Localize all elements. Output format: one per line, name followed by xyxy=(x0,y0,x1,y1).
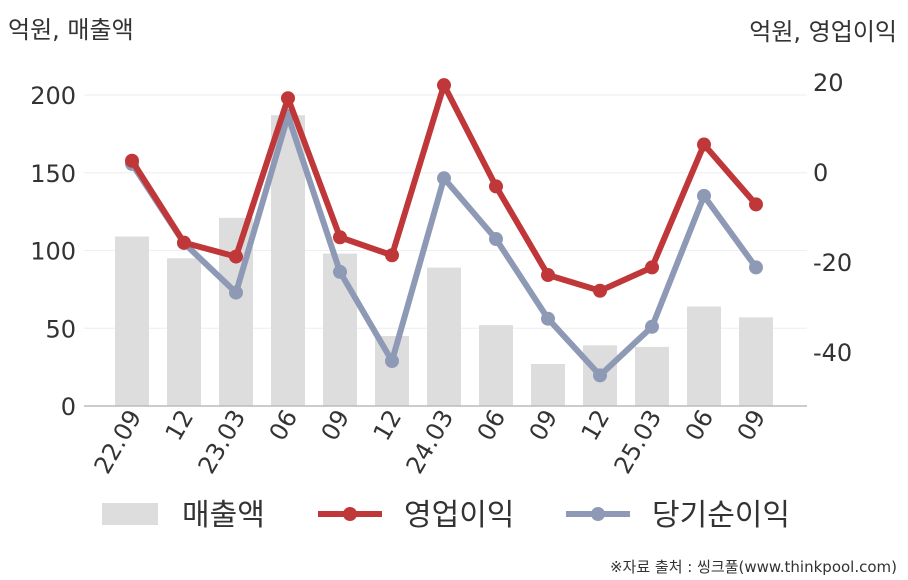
legend-marker xyxy=(343,507,357,521)
x-tick-label: 23.03 xyxy=(193,405,252,479)
x-tick-label: 06 xyxy=(472,405,512,445)
data-point xyxy=(437,171,451,186)
data-point xyxy=(697,137,711,152)
data-point xyxy=(385,248,399,263)
bar xyxy=(635,346,669,406)
left-tick-label: 50 xyxy=(45,315,76,343)
data-point xyxy=(177,235,191,250)
legend-swatch xyxy=(102,503,158,525)
bar xyxy=(115,236,149,406)
data-point xyxy=(749,197,763,212)
data-point xyxy=(593,283,607,298)
x-tick-label: 12 xyxy=(368,405,408,445)
right-tick-label: 0 xyxy=(813,159,828,187)
data-point xyxy=(125,153,139,168)
source-note: ※자료 출처 : 씽크풀(www.thinkpool.com) xyxy=(610,558,897,576)
data-point xyxy=(437,78,451,93)
x-tick-label: 25.03 xyxy=(609,405,668,479)
data-point xyxy=(541,268,555,283)
left-tick-label: 150 xyxy=(30,160,76,188)
data-point xyxy=(489,232,503,247)
bar xyxy=(375,336,409,406)
data-point xyxy=(229,285,243,300)
data-point xyxy=(385,354,399,368)
bar xyxy=(687,306,721,406)
legend: 매출액 영업이익 당기순이익 xyxy=(102,498,790,533)
x-tick-label: 12 xyxy=(160,405,200,445)
data-point xyxy=(333,230,347,245)
data-point xyxy=(593,368,607,383)
x-tick-label: 24.03 xyxy=(401,405,460,479)
x-tick-label: 12 xyxy=(576,405,616,445)
data-point xyxy=(697,188,711,203)
x-tick-label: 09 xyxy=(732,405,772,445)
left-tick-label: 100 xyxy=(30,238,76,266)
legend-label: 당기순이익 xyxy=(652,498,790,533)
right-tick-label: -20 xyxy=(813,249,852,277)
right-tick-label: -40 xyxy=(813,339,852,367)
x-tick-label: 06 xyxy=(680,405,720,445)
legend-label: 매출액 xyxy=(182,498,265,533)
legend-label: 영업이익 xyxy=(404,498,514,533)
x-tick-label: 09 xyxy=(316,405,356,445)
left-axis-ticks: 0 50 100 150 200 xyxy=(30,82,76,421)
left-tick-label: 0 xyxy=(61,393,76,421)
x-tick-label: 09 xyxy=(524,405,564,445)
data-point xyxy=(229,249,243,264)
data-point xyxy=(645,260,659,275)
bar xyxy=(531,364,565,406)
right-axis-unit: 억원, 영업이익 xyxy=(749,18,897,46)
data-point xyxy=(749,260,763,275)
bar xyxy=(479,325,513,406)
data-point xyxy=(541,311,555,326)
line-series xyxy=(125,78,763,383)
x-tick-label: 22.09 xyxy=(89,405,148,479)
bar xyxy=(323,253,357,406)
left-tick-label: 200 xyxy=(30,82,76,110)
data-point xyxy=(645,319,659,334)
data-point xyxy=(489,179,503,194)
x-tick-label: 06 xyxy=(264,405,304,445)
bar xyxy=(427,267,461,406)
bar xyxy=(167,258,201,406)
data-point xyxy=(281,91,295,106)
left-axis-unit: 억원, 매출액 xyxy=(8,16,134,44)
right-tick-label: 20 xyxy=(813,69,844,97)
legend-marker xyxy=(591,507,605,521)
right-axis-ticks: -40 -20 0 20 xyxy=(813,69,852,367)
data-point xyxy=(333,264,347,279)
bar-series xyxy=(115,115,773,406)
bar xyxy=(739,317,773,406)
